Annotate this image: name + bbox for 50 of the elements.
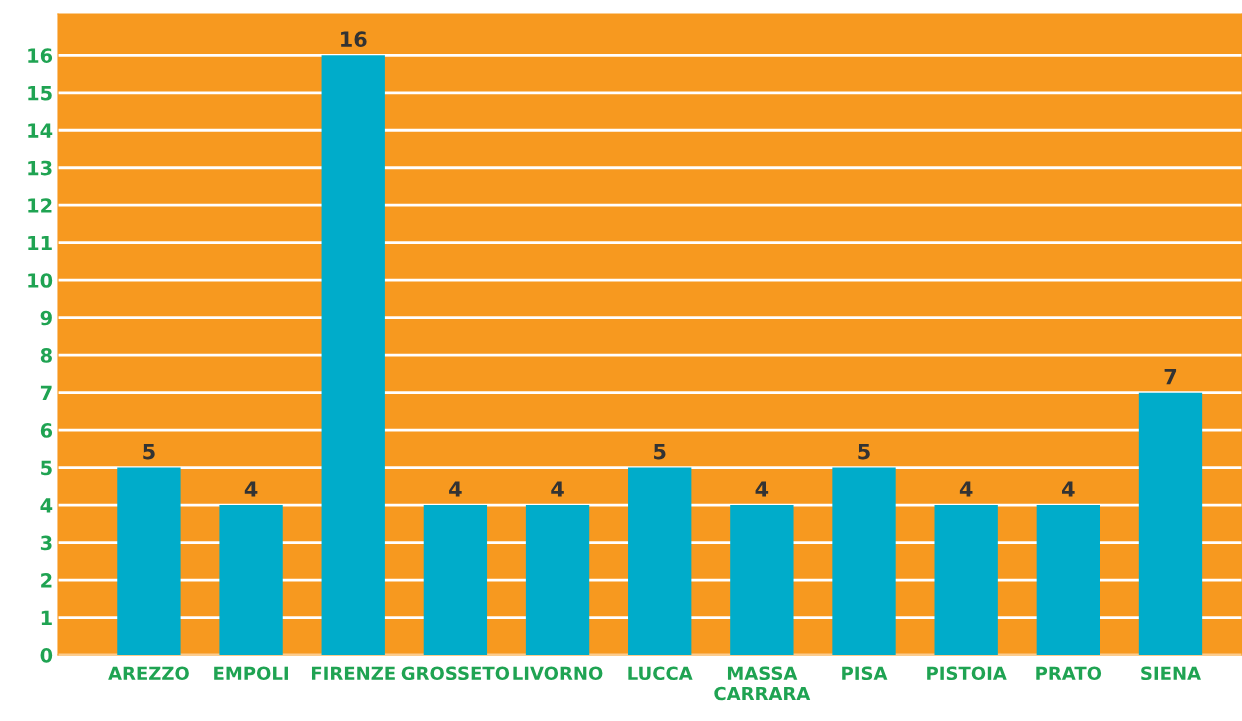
y-tick-label: 5 xyxy=(41,460,52,476)
data-label: 4 xyxy=(551,481,564,497)
y-tick-label: 10 xyxy=(28,273,53,288)
bar xyxy=(934,505,998,656)
x-tick-label: MASSA CARRARA xyxy=(714,666,811,701)
data-label: 4 xyxy=(1062,481,1075,497)
data-label: 4 xyxy=(244,481,258,497)
x-tick-label: EMPOLI xyxy=(214,666,288,681)
bar xyxy=(628,467,692,656)
y-tick-label: 2 xyxy=(41,573,52,588)
bar xyxy=(525,505,590,656)
y-tick-label: 6 xyxy=(40,423,53,438)
y-tick-label: 8 xyxy=(40,348,52,363)
bar xyxy=(1138,392,1203,656)
data-label: 5 xyxy=(654,443,666,460)
x-tick-label: PISTOIA xyxy=(927,666,1007,681)
x-tick-label: PRATO xyxy=(1036,666,1102,681)
y-tick-label: 12 xyxy=(28,198,52,213)
y-tick-label: 3 xyxy=(40,535,52,551)
y-tick-label: 13 xyxy=(28,160,52,176)
data-label: 4 xyxy=(959,481,973,497)
x-tick-label: FIRENZE xyxy=(311,666,395,680)
data-label: 16 xyxy=(341,31,367,48)
y-tick-label: 14 xyxy=(28,123,53,138)
y-tick-label: 16 xyxy=(28,48,53,63)
x-tick-label: SIENA xyxy=(1141,666,1201,681)
x-tick-label: PISA xyxy=(842,666,888,681)
bar xyxy=(117,467,181,656)
bar xyxy=(832,467,896,656)
y-tick-label: 15 xyxy=(28,85,52,101)
y-tick-label: 4 xyxy=(40,498,53,513)
data-label: 5 xyxy=(858,443,870,460)
bar xyxy=(423,505,488,656)
data-label: 4 xyxy=(755,481,769,497)
bar xyxy=(1036,505,1100,656)
y-tick-label: 7 xyxy=(40,385,52,401)
x-tick-label: LIVORNO xyxy=(513,666,603,681)
x-tick-label: GROSSETO xyxy=(401,666,510,681)
bar xyxy=(321,55,385,656)
y-tick-label: 9 xyxy=(40,310,52,326)
data-label: 5 xyxy=(143,443,155,460)
x-tick-label: AREZZO xyxy=(108,666,189,681)
bar xyxy=(219,505,283,656)
y-tick-label: 0 xyxy=(40,647,53,663)
y-tick-label: 1 xyxy=(41,610,52,625)
bar xyxy=(730,505,794,656)
data-label: 7 xyxy=(1164,368,1177,385)
data-label: 4 xyxy=(449,481,462,497)
x-tick-label: LUCCA xyxy=(628,666,693,681)
y-tick-label: 11 xyxy=(28,235,52,251)
